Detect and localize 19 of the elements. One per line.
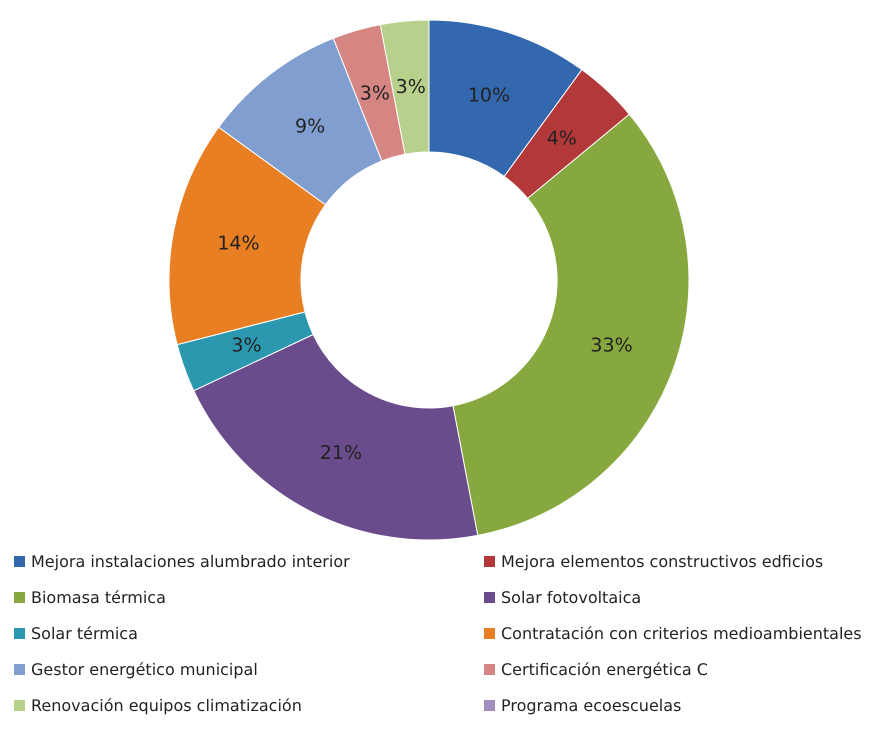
data-label: 9%: [295, 116, 326, 138]
legend-label: Programa ecoescuelas: [501, 696, 682, 714]
legend-label: Solar fotovoltaica: [501, 588, 642, 606]
legend-label: Certificación energética C: [501, 660, 708, 678]
legend-label: Solar térmica: [31, 624, 138, 642]
data-label: 33%: [590, 334, 633, 357]
legend-label: Gestor energético municipal: [31, 660, 258, 678]
legend-label: Mejora instalaciones alumbrado interior: [31, 552, 350, 570]
data-label: 14%: [217, 232, 260, 255]
data-label: 3%: [396, 76, 426, 98]
legend-label: Renovación equipos climatización: [31, 696, 302, 714]
legend-label: Biomasa térmica: [31, 588, 166, 606]
data-label: 3%: [360, 82, 390, 105]
legend-label: Mejora elementos constructivos edficios: [501, 552, 824, 570]
data-label: 10%: [468, 84, 510, 106]
data-label: 4%: [546, 128, 577, 150]
data-label: 3%: [231, 334, 262, 357]
legend-label: Contratación con criterios medioambientales: [501, 624, 862, 642]
data-label: 21%: [320, 442, 362, 464]
